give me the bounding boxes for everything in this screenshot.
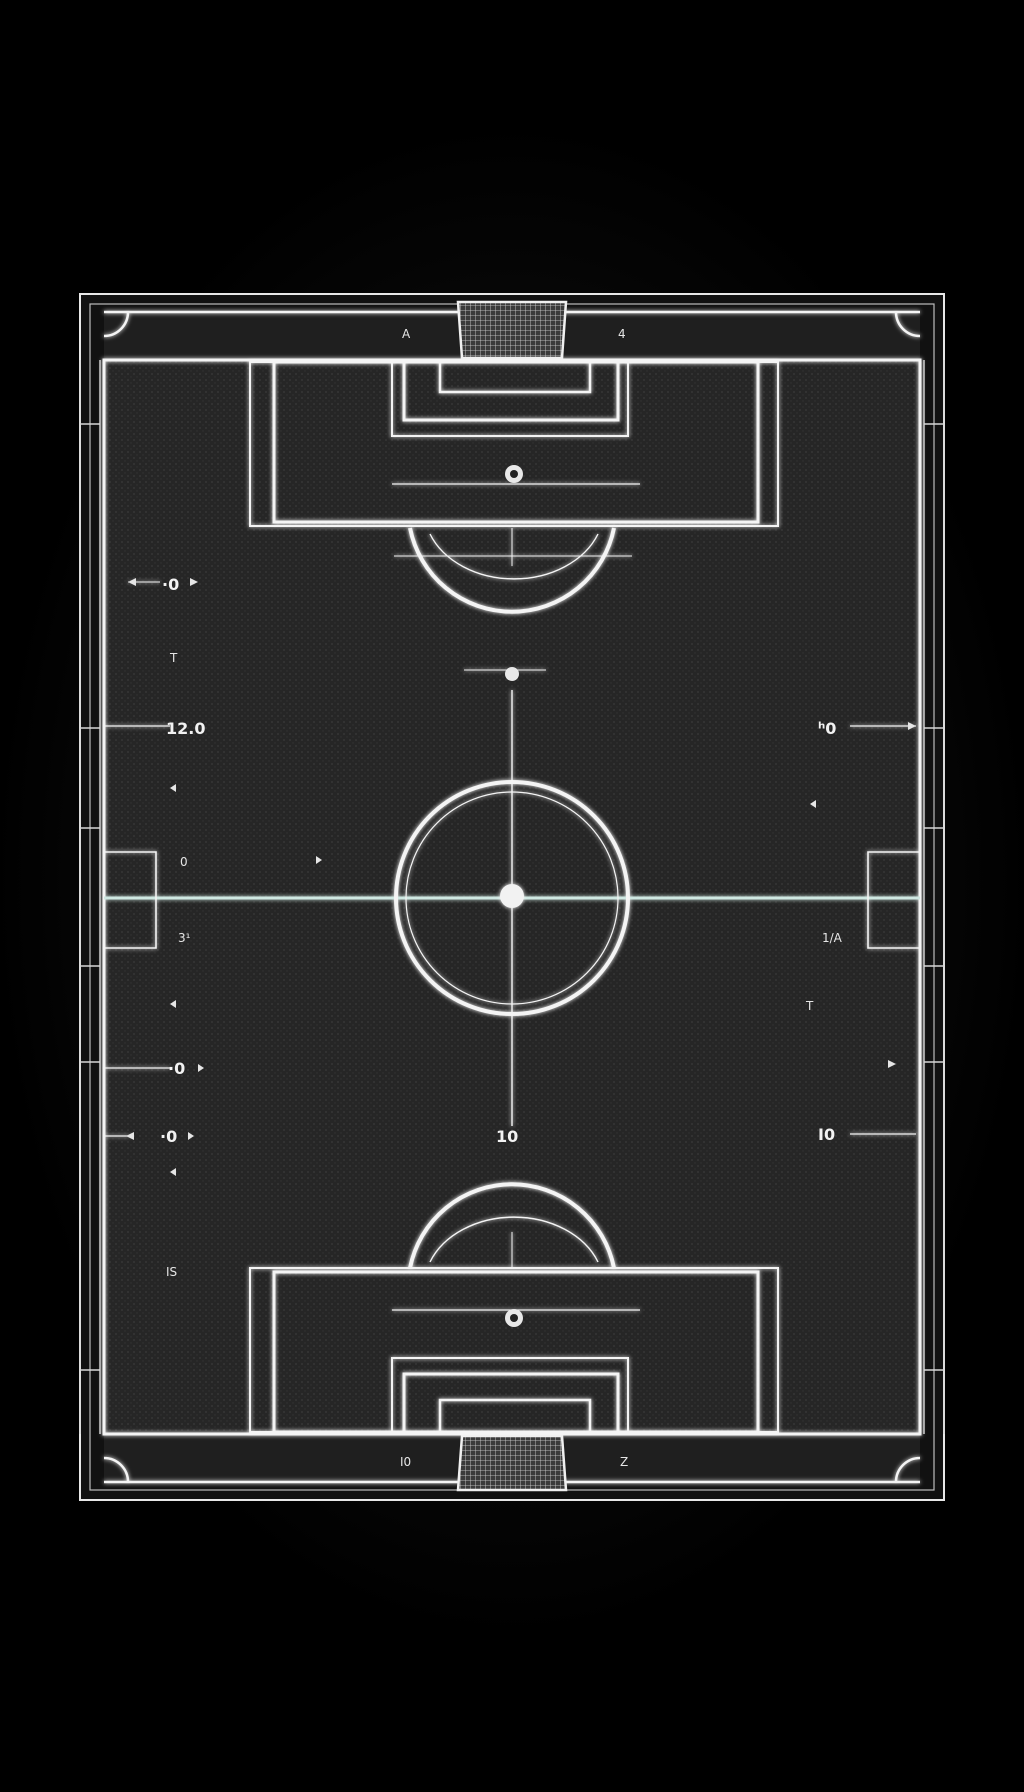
label-left-8: IS: [166, 1265, 177, 1279]
label-right-4: I0: [818, 1125, 835, 1144]
bottom-penalty-arc-inner: [429, 1216, 599, 1263]
label-bottom-left: I0: [400, 1455, 411, 1469]
label-left-1: ·0: [162, 575, 179, 594]
label-top-right: 4: [618, 327, 626, 341]
label-left-3: 12.0: [166, 719, 205, 738]
label-bottom-right: Z: [620, 1455, 628, 1469]
bottom-penalty-arc: [408, 1182, 616, 1269]
top-penalty-arc-inner: [429, 533, 599, 580]
label-left-7: ·0: [160, 1127, 177, 1146]
bottom-six-yard-box: [438, 1398, 592, 1434]
goal-net-icon: [456, 300, 568, 360]
left-side-ruler: [79, 360, 101, 1434]
label-left-5: 3¹: [178, 931, 191, 945]
center-circle: [394, 780, 630, 1016]
left-halfway-nook: [104, 851, 157, 949]
corner-arc-bottom-left: [103, 1456, 130, 1483]
spot-icon: [505, 465, 523, 483]
label-left-2: T: [169, 651, 178, 665]
label-right-3: T: [805, 999, 814, 1013]
spot-icon: [500, 884, 524, 908]
center-circle-inner: [405, 791, 619, 1005]
arrow-icon: [126, 578, 916, 1176]
label-right-1: ʰ0: [818, 719, 836, 738]
spot-icon: [505, 1309, 523, 1327]
label-center-bottom: 10: [496, 1127, 518, 1146]
right-side-ruler: [923, 360, 945, 1434]
corner-arc-top-left: [103, 311, 130, 338]
label-top-left: A: [402, 327, 411, 341]
label-left-6: ·0: [168, 1059, 185, 1078]
goal-net-icon: [456, 1434, 568, 1492]
label-right-2: 1/A: [822, 931, 843, 945]
top-penalty-arc: [408, 527, 616, 614]
right-halfway-nook: [867, 851, 920, 949]
center-top-dot: [505, 667, 519, 681]
corner-arc-bottom-right: [894, 1456, 921, 1483]
corner-arc-top-right: [894, 311, 921, 338]
label-left-4: 0: [180, 855, 188, 869]
top-six-yard-box: [438, 360, 592, 394]
